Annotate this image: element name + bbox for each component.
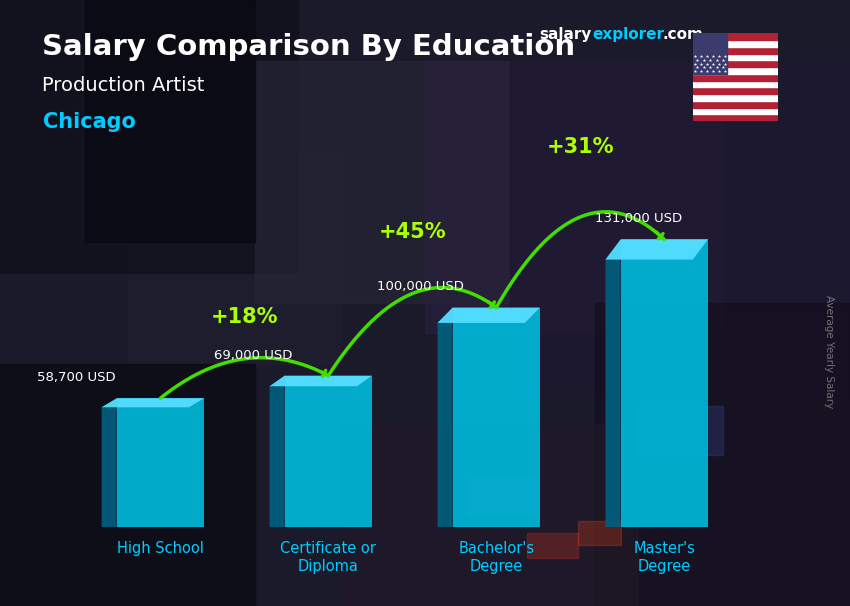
Polygon shape <box>116 398 204 527</box>
Text: Salary Comparison By Education: Salary Comparison By Education <box>42 33 575 61</box>
Bar <box>693 115 778 121</box>
Text: +45%: +45% <box>378 222 446 242</box>
Text: Chicago: Chicago <box>42 112 135 132</box>
Bar <box>425 61 722 333</box>
Text: +31%: +31% <box>547 137 614 157</box>
Polygon shape <box>620 239 708 527</box>
Polygon shape <box>102 398 116 527</box>
Text: 58,700 USD: 58,700 USD <box>37 371 116 384</box>
Text: 69,000 USD: 69,000 USD <box>213 348 292 362</box>
Text: Average Yearly Salary: Average Yearly Salary <box>824 295 834 408</box>
Polygon shape <box>605 239 708 259</box>
Bar <box>693 81 778 87</box>
Bar <box>693 33 778 40</box>
Bar <box>255 61 510 303</box>
Bar <box>693 67 778 74</box>
Polygon shape <box>438 307 452 527</box>
Bar <box>638 406 722 454</box>
Polygon shape <box>285 376 372 527</box>
Bar <box>128 152 340 364</box>
Bar <box>527 533 578 558</box>
Bar <box>693 61 778 67</box>
Bar <box>693 53 778 61</box>
Polygon shape <box>269 376 372 386</box>
Polygon shape <box>102 398 204 407</box>
Bar <box>693 108 778 115</box>
Bar <box>693 94 778 101</box>
Bar <box>468 479 536 515</box>
Polygon shape <box>438 307 540 323</box>
Text: 131,000 USD: 131,000 USD <box>596 212 683 225</box>
Bar <box>693 87 778 94</box>
Text: .com: .com <box>663 27 704 42</box>
Bar <box>0 0 298 273</box>
Bar <box>0 364 255 606</box>
Bar <box>693 47 778 53</box>
Polygon shape <box>605 239 620 527</box>
Bar <box>693 74 778 81</box>
Bar <box>693 101 778 108</box>
Bar <box>693 33 727 74</box>
Bar <box>340 424 638 606</box>
Bar <box>510 61 850 394</box>
Text: Production Artist: Production Artist <box>42 76 205 95</box>
Bar <box>85 0 255 242</box>
Polygon shape <box>452 307 540 527</box>
Text: +18%: +18% <box>211 307 278 327</box>
Polygon shape <box>269 376 285 527</box>
Bar <box>578 521 620 545</box>
Text: 100,000 USD: 100,000 USD <box>377 281 464 293</box>
Bar <box>595 303 850 606</box>
Text: explorer: explorer <box>592 27 665 42</box>
Bar <box>693 40 778 47</box>
Text: salary: salary <box>540 27 592 42</box>
